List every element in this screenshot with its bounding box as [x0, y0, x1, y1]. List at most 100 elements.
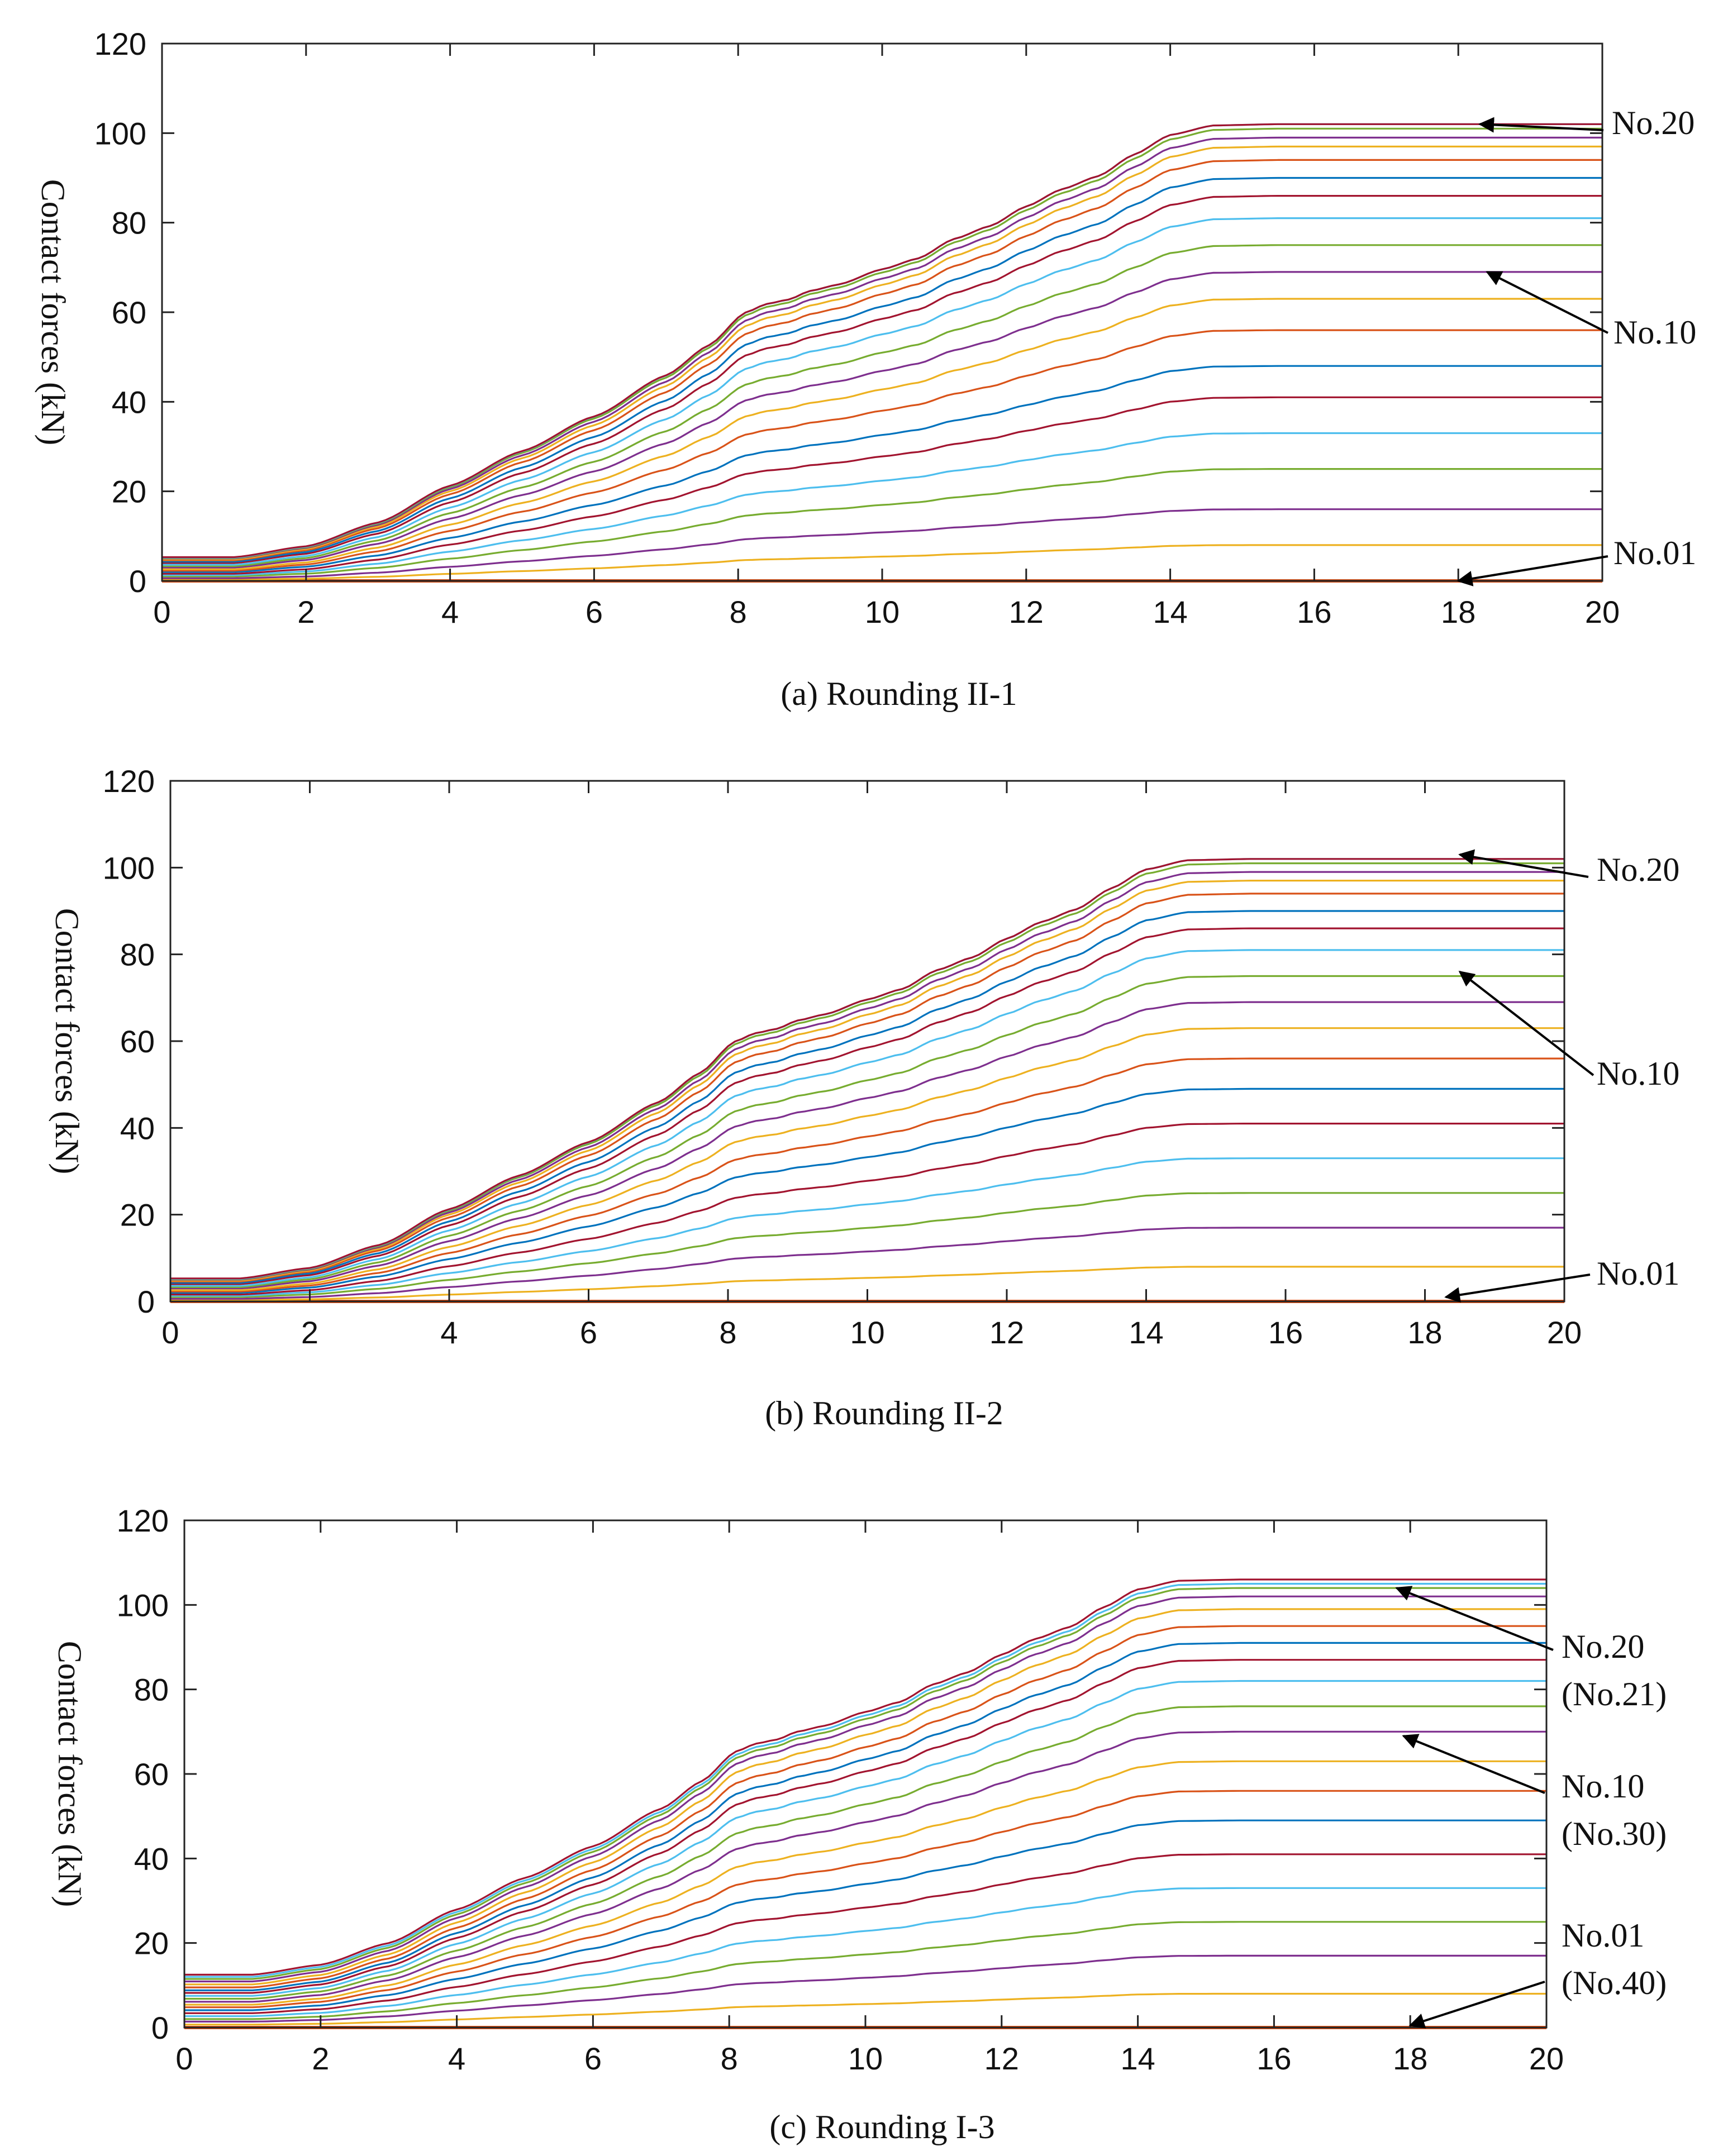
chart-panel-c: 0 2 4 6 8 10 12 14 16 18 20 0 20 40 60 80 100 120 No.20 (N… [51, 1503, 1667, 2145]
series-line-02 [170, 1266, 1564, 1301]
x-tick-label: 4 [448, 2041, 465, 2076]
series-group [184, 1578, 1546, 2029]
series-line-05 [184, 1887, 1546, 2017]
annotation-label: No.20 [1597, 851, 1679, 888]
series-line-06 [170, 1123, 1564, 1296]
y-tick-label: 0 [151, 2010, 169, 2045]
y-tick-label: 20 [134, 1926, 169, 1961]
y-tick-label: 20 [112, 474, 146, 509]
x-tick-label: 14 [1129, 1315, 1163, 1350]
series-line-17 [162, 136, 1602, 560]
series-line-02 [162, 544, 1602, 581]
y-tick-label: 80 [112, 206, 146, 241]
series-line-04 [184, 1921, 1546, 2020]
x-tick-label: 8 [730, 594, 747, 629]
series-line-03 [184, 1954, 1546, 2023]
annotation-label: No.10 [1597, 1055, 1679, 1092]
series-line-18 [170, 862, 1564, 1280]
series-line-02 [184, 1992, 1546, 2026]
series-line-14 [162, 177, 1602, 563]
series-line-12 [162, 217, 1602, 566]
x-tick-label: 4 [441, 594, 459, 629]
series-line-11 [170, 975, 1564, 1288]
series-line-04 [170, 1192, 1564, 1298]
y-tick-label: 40 [134, 1841, 169, 1876]
series-line-03 [162, 508, 1602, 579]
annotation-arrow [1458, 849, 1589, 878]
x-tick-label: 2 [312, 2041, 329, 2076]
series-line-10 [170, 1001, 1564, 1290]
x-tick-label: 20 [1529, 2041, 1564, 2076]
annotation-label: No.20 [1562, 1628, 1644, 1665]
annotation-label: No.10 [1562, 1768, 1644, 1805]
y-tick-label: 120 [117, 1503, 169, 1538]
series-line-15 [162, 159, 1602, 561]
series-line-16 [184, 1608, 1546, 1986]
series-line-03 [170, 1227, 1564, 1300]
annotation-label: (No.21) [1562, 1676, 1667, 1713]
series-line-16 [162, 145, 1602, 561]
x-tick-label: 18 [1407, 1315, 1442, 1350]
annotation-label: No.20 [1612, 104, 1695, 141]
x-tick-label: 6 [580, 1315, 597, 1350]
annotation-arrow [1478, 117, 1604, 133]
y-axis-label: Contact forces (kN) [49, 908, 85, 1174]
series-line-08 [162, 329, 1602, 572]
annotation-arrow [1486, 271, 1608, 334]
annotation-arrow [1444, 1273, 1591, 1303]
x-tick-label: 8 [721, 2041, 738, 2076]
axis-ticks: 0 2 4 6 8 10 12 14 16 18 20 0 20 40 60 80 100 120 [94, 26, 1620, 629]
series-line-12 [184, 1680, 1546, 1997]
x-tick-label: 16 [1256, 2041, 1291, 2076]
series-line-10 [184, 1730, 1546, 2003]
annotation-label: No.01 [1613, 535, 1696, 571]
annotation-label: No.10 [1613, 314, 1696, 351]
series-line-19 [170, 858, 1564, 1280]
annotation-arrow [1402, 1734, 1545, 1794]
series-line-06 [162, 396, 1602, 575]
panel-caption: (a) Rounding II-1 [780, 675, 1017, 712]
series-line-08 [170, 1057, 1564, 1292]
x-tick-label: 20 [1547, 1315, 1582, 1350]
series-line-20 [170, 858, 1564, 1280]
annotations: No.20 (No.21) No.10 (No.30) No.01 (No.40) [1395, 1586, 1667, 2029]
x-tick-label: 20 [1585, 594, 1620, 629]
series-line-17 [184, 1595, 1546, 1983]
y-tick-label: 0 [137, 1284, 155, 1319]
y-tick-label: 60 [134, 1757, 169, 1792]
series-line-08 [184, 1790, 1546, 2009]
x-tick-label: 14 [1153, 594, 1187, 629]
x-tick-label: 18 [1441, 594, 1476, 629]
series-line-13 [162, 195, 1602, 564]
x-tick-label: 0 [161, 1315, 179, 1350]
y-tick-label: 100 [117, 1587, 169, 1623]
y-tick-label: 100 [103, 850, 155, 885]
annotation-label: (No.40) [1562, 1964, 1667, 2001]
x-tick-label: 16 [1297, 594, 1331, 629]
panel-caption: (c) Rounding I-3 [769, 2109, 994, 2145]
series-line-20 [162, 123, 1602, 559]
x-tick-label: 12 [1009, 594, 1044, 629]
y-tick-label: 80 [120, 937, 155, 972]
x-tick-label: 2 [301, 1315, 318, 1350]
series-line-07 [184, 1819, 1546, 2011]
x-tick-label: 18 [1393, 2041, 1427, 2076]
series-line-10 [162, 271, 1602, 569]
y-tick-label: 40 [120, 1110, 155, 1146]
y-tick-label: 20 [120, 1198, 155, 1233]
series-line-20 [184, 1578, 1546, 1976]
series-line-19 [162, 123, 1602, 559]
x-tick-label: 2 [297, 594, 315, 629]
series-line-11 [184, 1705, 1546, 2000]
series-line-13 [184, 1659, 1546, 1994]
y-axis-label: Contact forces (kN) [51, 1641, 88, 1907]
annotations: No.20 No.10 No.01 [1457, 104, 1696, 586]
x-tick-label: 8 [719, 1315, 736, 1350]
y-axis-label: Contact forces (kN) [35, 179, 72, 445]
series-line-09 [184, 1760, 1546, 2006]
series-line-09 [170, 1027, 1564, 1291]
series-line-16 [170, 880, 1564, 1282]
series-line-13 [170, 927, 1564, 1285]
